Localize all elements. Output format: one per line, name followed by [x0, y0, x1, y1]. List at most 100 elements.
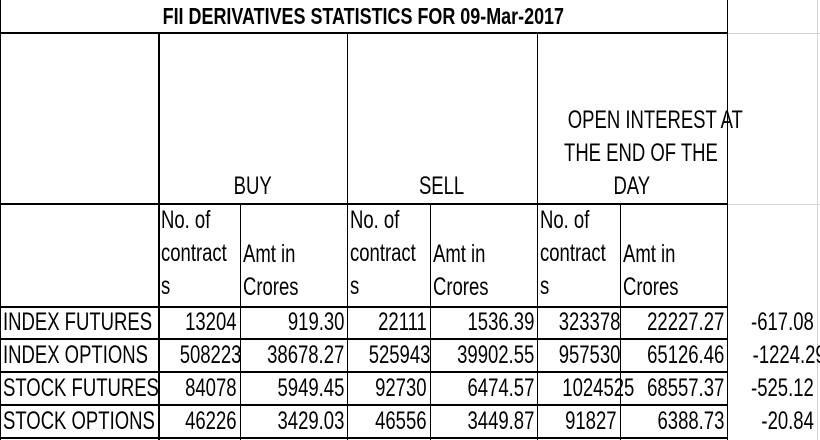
row-label[interactable]: INDEX FUTURES: [3, 306, 158, 339]
row-label[interactable]: STOCK FUTURES: [3, 372, 158, 405]
header-buy[interactable]: BUY: [158, 170, 347, 203]
cell-oi-contracts[interactable]: 957530: [537, 339, 621, 372]
cell-buy-amt[interactable]: 3429.03: [240, 405, 344, 438]
cell-value: 5949.45: [277, 374, 344, 402]
border: [537, 33, 538, 440]
header-sell-text: SELL: [419, 172, 465, 200]
subheader-line: Amt in: [623, 240, 676, 268]
cell-value: 6388.73: [657, 407, 724, 435]
border: [0, 437, 727, 439]
subheader-contracts[interactable]: No. of contract s: [540, 204, 623, 303]
subheader-line: contract: [161, 239, 227, 267]
cell-sell-contracts[interactable]: 22111: [347, 306, 427, 339]
border: [347, 33, 348, 440]
cell-value: 919.30: [287, 308, 344, 336]
cell-sell-contracts[interactable]: 92730: [347, 372, 427, 405]
border: [0, 371, 727, 373]
cell-value: 91827: [565, 407, 617, 435]
subheader-amount[interactable]: Amt in Crores: [433, 238, 540, 304]
header-sell[interactable]: SELL: [347, 170, 537, 203]
sheet-title: FII DERIVATIVES STATISTICS FOR 09-Mar-20…: [0, 0, 727, 33]
cell-buy-contracts[interactable]: 13204: [158, 306, 237, 339]
row-label[interactable]: STOCK OPTIONS: [3, 405, 158, 438]
row-label-text: INDEX FUTURES: [3, 308, 153, 336]
border: [620, 204, 621, 440]
header-buy-text: BUY: [233, 172, 272, 200]
cell-value: 38678.27: [267, 341, 345, 369]
cell-value: 22111: [378, 308, 427, 336]
cell-value: 525943: [368, 341, 431, 369]
border: [727, 0, 728, 440]
subheader-amount[interactable]: Amt in Crores: [623, 238, 730, 304]
subheader-line: Amt in: [433, 240, 486, 268]
cell-value: -617.08: [751, 308, 814, 336]
cell-buy-contracts[interactable]: 46226: [158, 405, 237, 438]
cell-value: -20.84: [761, 407, 814, 435]
cell-value: -1224.29: [752, 341, 820, 369]
cell-sell-amt[interactable]: 39902.55: [430, 339, 534, 372]
cell-buy-contracts[interactable]: 84078: [158, 372, 237, 405]
row-label-text: STOCK OPTIONS: [3, 407, 155, 435]
subheader-line: Crores: [243, 273, 299, 301]
subheader-line: s: [540, 272, 550, 300]
cell-value: 39902.55: [457, 341, 535, 369]
cell-value: 1536.39: [467, 308, 534, 336]
border: [0, 203, 727, 205]
border: [0, 0, 1, 440]
cell-value: 3449.87: [467, 407, 534, 435]
cell-value: 957530: [558, 341, 621, 369]
cell-sell-amt[interactable]: 3449.87: [430, 405, 534, 438]
cell-buy-amt[interactable]: 38678.27: [240, 339, 344, 372]
cell-oi-contracts[interactable]: 91827: [537, 405, 617, 438]
cell-buy-amt[interactable]: 5949.45: [240, 372, 344, 405]
cell-value: 323378: [558, 308, 621, 336]
cell-oi-contracts[interactable]: 323378: [537, 306, 621, 339]
cell-oi-amt[interactable]: 22227.27: [620, 306, 724, 339]
subheader-line: Crores: [623, 273, 679, 301]
cell-value: 22227.27: [647, 308, 725, 336]
cell-sell-contracts[interactable]: 525943: [347, 339, 431, 372]
cell-sell-amt[interactable]: 1536.39: [430, 306, 534, 339]
cell-sell-amt[interactable]: 6474.57: [430, 372, 534, 405]
subheader-amount[interactable]: Amt in Crores: [243, 238, 350, 304]
cell-value: -525.12: [751, 374, 814, 402]
border: [430, 204, 431, 440]
subheader-line: contract: [540, 239, 606, 267]
cell-net[interactable]: -617.08: [727, 306, 814, 339]
cell-oi-contracts[interactable]: 1024525: [537, 372, 634, 405]
cell-value: 13204: [185, 308, 237, 336]
subheader-line: No. of: [350, 206, 400, 234]
header-open-interest[interactable]: OPEN INTEREST AT THE END OF THE DAY: [537, 104, 743, 203]
row-label-text: INDEX OPTIONS: [3, 341, 148, 369]
row-label-text: STOCK FUTURES: [3, 374, 158, 402]
cell-oi-amt[interactable]: 65126.46: [620, 339, 724, 372]
cell-oi-amt[interactable]: 68557.37: [620, 372, 724, 405]
title-text: FII DERIVATIVES STATISTICS FOR 09-Mar-20…: [162, 3, 565, 29]
cell-value: 68557.37: [647, 374, 725, 402]
border: [0, 306, 727, 308]
cell-value: 508223: [179, 341, 242, 369]
subheader-line: contract: [350, 239, 416, 267]
border: [240, 204, 241, 440]
cell-buy-contracts[interactable]: 508223: [158, 339, 242, 372]
cell-value: 46226: [185, 407, 237, 435]
subheader-contracts[interactable]: No. of contract s: [161, 204, 243, 303]
cell-net[interactable]: -20.84: [727, 405, 814, 438]
cell-value: 3429.03: [277, 407, 344, 435]
subheader-contracts[interactable]: No. of contract s: [350, 204, 433, 303]
cell-net[interactable]: -1224.29: [727, 339, 820, 372]
oi-line: OPEN INTEREST AT: [567, 106, 743, 134]
cell-buy-amt[interactable]: 919.30: [240, 306, 344, 339]
border: [0, 338, 727, 340]
border: [0, 32, 727, 34]
cell-value: 46556: [375, 407, 427, 435]
sheet-gridline: [727, 204, 820, 205]
cell-net[interactable]: -525.12: [727, 372, 814, 405]
row-label[interactable]: INDEX OPTIONS: [3, 339, 158, 372]
subheader-line: Crores: [433, 273, 489, 301]
cell-value: 6474.57: [467, 374, 534, 402]
cell-oi-amt[interactable]: 6388.73: [620, 405, 724, 438]
sheet-gridline: [727, 33, 820, 34]
cell-value: 65126.46: [647, 341, 725, 369]
cell-sell-contracts[interactable]: 46556: [347, 405, 427, 438]
